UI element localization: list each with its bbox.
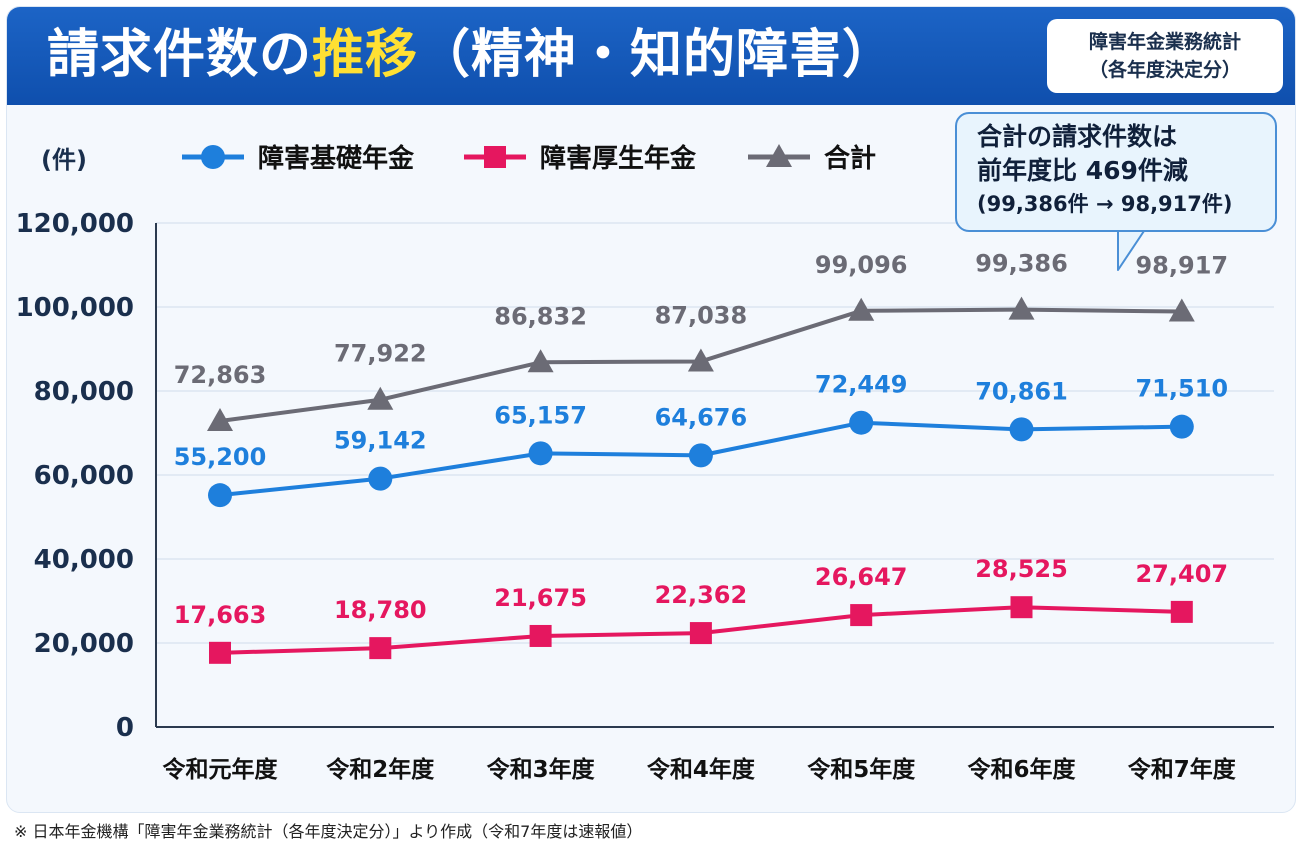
legend-marker [484,146,506,168]
x-tick-label: 令和6年度 [967,756,1076,783]
y-tick-label: 60,000 [34,461,134,491]
data-point [527,349,554,373]
legend-label: 障害厚生年金 [540,143,697,174]
y-tick-label: 120,000 [16,209,134,239]
data-label: 70,861 [975,377,1068,405]
x-tick-label: 令和5年度 [807,756,916,783]
summary-callout: 合計の請求件数は 前年度比 469件減 (99,386件 → 98,917件) [955,112,1277,232]
data-point [369,637,392,660]
data-label: 71,510 [1135,375,1228,403]
data-label: 99,096 [815,251,908,279]
callout-line3: (99,386件 → 98,917件) [977,192,1233,216]
data-point [1009,417,1034,442]
data-point [850,604,873,627]
y-tick-label: 80,000 [34,377,134,407]
data-label: 26,647 [815,563,908,591]
data-point [207,407,233,431]
data-label: 64,676 [655,403,748,431]
legend-marker [201,145,225,169]
data-point [1170,600,1193,623]
data-label: 59,142 [334,427,427,455]
y-tick-label: 0 [116,713,134,743]
x-tick-label: 令和7年度 [1128,756,1237,783]
series-circle: 55,200 59,142 65,157 64,676 72,449 70,861 71,5… [174,371,1228,508]
data-point [1168,298,1195,322]
data-label: 55,200 [174,443,267,471]
legend-item: 障害基礎年金 [182,143,415,174]
axis-layer: 0 20,000 40,000 60,000 80,000 100,000 120,000 (… [16,146,1274,783]
callout-line1: 合計の請求件数は [977,122,1178,151]
data-label: 17,663 [174,601,267,629]
series-square: 17,663 18,780 21,675 22,362 26,647 28,525 27,4… [174,555,1228,664]
plot-panel: 0 20,000 40,000 60,000 80,000 100,000 120,000 (… [6,110,1294,810]
y-axis-unit-label: (件) [41,146,87,174]
x-tick-label: 令和3年度 [487,756,596,783]
x-tick-label: 令和2年度 [326,756,435,783]
data-label: 18,780 [334,596,427,624]
source-badge: 障害年金業務統計 （各年度決定分） [1047,19,1283,93]
line-chart: 0 20,000 40,000 60,000 80,000 100,000 120,000 (… [16,143,1274,783]
source-footnote: ※ 日本年金機構「障害年金業務統計（各年度決定分）」より作成（令和7年度は速報値… [14,822,643,841]
title-main: 請求件数の [47,25,313,85]
data-point [688,443,713,468]
x-tick-label: 令和4年度 [647,756,756,783]
data-point [529,624,552,647]
y-tick-label: 40,000 [34,545,134,575]
data-point [528,441,553,466]
title-tail: （精神・知的障害） [418,25,896,85]
badge-line2: （各年度決定分） [1088,59,1241,81]
data-label: 98,917 [1135,252,1228,280]
data-point [849,410,874,435]
data-label: 72,863 [174,361,267,389]
data-label: 86,832 [494,302,587,330]
data-label: 28,525 [975,555,1068,583]
data-label: 77,922 [334,340,427,368]
data-label: 21,675 [494,584,587,612]
data-point [1008,296,1035,320]
page-title: 請求件数の推移（精神・知的障害） [47,19,895,91]
legend-item: 合計 [748,143,876,174]
data-point [367,386,394,410]
data-label: 99,386 [975,250,1068,278]
series-triangle: 72,863 77,922 86,832 87,038 99,096 99,386 98,9… [174,250,1228,431]
legend-layer: 障害基礎年金 障害厚生年金 合計 [182,143,876,174]
data-point [848,297,875,321]
data-point [209,641,231,664]
header-banner: 請求件数の推移（精神・知的障害） 障害年金業務統計 （各年度決定分） [7,7,1295,105]
data-point [1169,414,1194,439]
grid-layer [156,222,1274,644]
legend-label: 合計 [824,143,876,174]
data-point [1010,596,1033,619]
data-point [208,483,232,508]
data-label: 22,362 [655,581,748,609]
callout-line2: 前年度比 469件減 [977,156,1188,185]
title-highlight: 推移 [312,25,419,85]
x-tick-label: 令和元年度 [163,756,279,783]
data-label: 72,449 [815,371,908,399]
series-layer: 17,663 18,780 21,675 22,362 26,647 28,525 27,4… [174,250,1228,664]
data-point [687,348,714,372]
y-tick-label: 100,000 [16,293,134,323]
data-point [368,466,393,491]
legend-label: 障害基礎年金 [258,143,415,174]
y-tick-label: 20,000 [34,629,134,659]
legend-marker [766,144,792,167]
data-label: 87,038 [655,301,748,329]
data-label: 27,407 [1135,560,1228,588]
data-point [689,622,712,645]
badge-line1: 障害年金業務統計 [1088,31,1241,53]
legend-item: 障害厚生年金 [464,143,697,174]
data-label: 65,157 [494,401,587,429]
